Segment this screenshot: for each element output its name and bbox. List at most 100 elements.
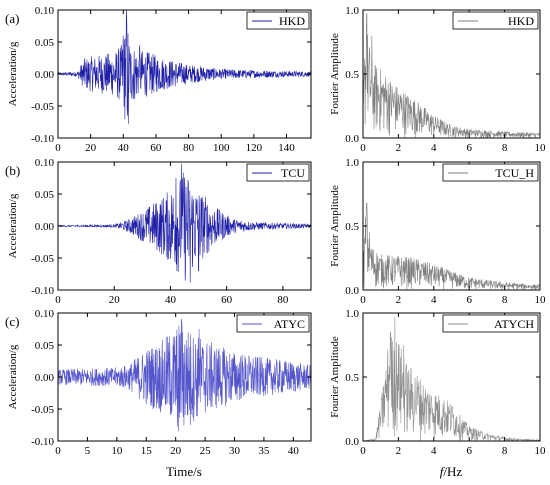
x-tick-label: 0 — [55, 142, 61, 154]
y-tick-label: 1.0 — [345, 308, 359, 320]
series-line-hkd — [362, 13, 541, 138]
legend: TCU_H — [442, 163, 539, 182]
y-tick-label: 1.0 — [345, 157, 359, 169]
x-tick-label: 140 — [278, 142, 295, 154]
y-tick-label: 0.05 — [35, 189, 55, 201]
x-tick-label: 5 — [85, 445, 91, 457]
plot-frame — [362, 9, 541, 139]
panel-1: 0 2 4 6 8 10 0.0 0.5 1.0 Fourier Amplitude HKD — [329, 5, 546, 154]
panel-label: (a) — [5, 11, 19, 26]
legend-entry: HKD — [508, 14, 534, 28]
x-tick-label: 4 — [431, 294, 437, 306]
y-axis-label: Acceleration/g — [7, 344, 19, 409]
panel-0: 0 20 40 60 80 100 120 140 -0.10 -0.05 0.00 0.05 0.10… — [5, 5, 312, 154]
y-tick-label: 0.0 — [345, 133, 359, 145]
y-axis-label: Acceleration/g — [7, 193, 19, 258]
legend: HKD — [246, 11, 310, 30]
x-tick-label: 20 — [109, 294, 121, 306]
legend-entry: TCU_H — [495, 166, 534, 180]
y-tick-label: -0.05 — [31, 404, 54, 416]
x-tick-label: 0 — [55, 445, 61, 457]
series-line-atych — [362, 316, 541, 443]
y-tick-label: 0.00 — [35, 69, 55, 81]
y-tick-label: 0.5 — [345, 69, 359, 81]
x-tick-label: 2 — [396, 445, 402, 457]
legend-entry: ATYCH — [494, 317, 534, 331]
x-tick-label: 0 — [360, 294, 366, 306]
x-tick-label: 6 — [466, 445, 472, 457]
y-tick-label: -0.10 — [31, 133, 54, 145]
y-tick-label: 0.00 — [35, 372, 55, 384]
x-tick-label: 80 — [183, 142, 195, 154]
legend: HKD — [452, 11, 539, 30]
legend-entry: ATYC — [274, 317, 305, 331]
y-tick-label: 0.05 — [35, 37, 55, 49]
x-axis-label-f: f — [440, 464, 446, 479]
panel-4: 0 5 10 15 20 25 30 35 40 -0.10 -0.05 0.00 0.05 0.10 Ac… — [5, 308, 312, 457]
x-tick-label: 0 — [360, 445, 366, 457]
y-tick-label: 1.0 — [345, 5, 359, 17]
panel-label: (c) — [5, 314, 19, 329]
legend-box — [442, 163, 539, 182]
legend: TCU — [246, 163, 310, 182]
x-tick-label: 60 — [150, 142, 162, 154]
x-tick-label: 30 — [229, 445, 241, 457]
y-tick-label: -0.05 — [31, 101, 54, 113]
x-axis-label-time: Time/s — [166, 464, 202, 479]
series-line-tcu_h — [362, 202, 541, 290]
y-axis-label: Fourier Amplitude — [329, 185, 341, 267]
x-tick-label: 8 — [502, 294, 508, 306]
x-tick-label: 10 — [111, 445, 123, 457]
x-tick-label: 10 — [535, 445, 547, 457]
x-tick-label: 120 — [246, 142, 263, 154]
panel-label: (b) — [5, 163, 20, 178]
x-tick-label: 0 — [55, 294, 61, 306]
y-tick-label: 0.5 — [345, 372, 359, 384]
y-tick-label: 0.10 — [35, 157, 55, 169]
x-tick-label: 4 — [431, 445, 437, 457]
x-tick-label: 2 — [396, 142, 402, 154]
y-tick-label: 0.0 — [345, 436, 359, 448]
x-tick-label: 2 — [396, 294, 402, 306]
y-tick-label: 0.10 — [35, 5, 55, 17]
legend-entry: HKD — [279, 14, 305, 28]
x-tick-label: 8 — [502, 445, 508, 457]
x-tick-label: 15 — [141, 445, 153, 457]
panel-2: 0 20 40 60 80 -0.10 -0.05 0.00 0.05 0.10 Accelerat… — [5, 157, 312, 306]
x-tick-label: 20 — [170, 445, 182, 457]
x-tick-label: 0 — [360, 142, 366, 154]
y-axis-label: Fourier Amplitude — [329, 33, 341, 115]
series-line-atyc — [57, 319, 312, 432]
x-tick-label: 35 — [258, 445, 270, 457]
y-tick-label: 0.0 — [345, 285, 359, 297]
x-tick-label: 10 — [535, 294, 547, 306]
legend: ATYC — [236, 314, 310, 333]
legend: ATYCH — [442, 314, 539, 333]
x-axis-label-unit: /Hz — [443, 464, 462, 479]
plot-frame — [362, 161, 541, 291]
x-tick-label: 100 — [213, 142, 230, 154]
panel-5: 0 2 4 6 8 10 0.0 0.5 1.0 Fourier Amplitude ATYCH — [329, 308, 546, 457]
x-tick-label: 40 — [288, 445, 300, 457]
legend-box — [236, 314, 310, 333]
x-tick-label: 10 — [535, 142, 547, 154]
y-tick-label: 0.5 — [345, 221, 359, 233]
y-tick-label: -0.05 — [31, 253, 54, 265]
y-axis-label: Acceleration/g — [7, 41, 19, 106]
x-tick-label: 6 — [466, 142, 472, 154]
y-axis-label: Fourier Amplitude — [329, 336, 341, 418]
x-tick-label: 4 — [431, 142, 437, 154]
legend-entry: TCU — [281, 166, 305, 180]
x-tick-label: 8 — [502, 142, 508, 154]
y-tick-label: 0.10 — [35, 308, 55, 320]
legend-box — [442, 314, 539, 333]
legend-box — [246, 163, 310, 182]
x-axis-label-frequency: f/Hz — [440, 464, 463, 479]
x-tick-label: 6 — [466, 294, 472, 306]
x-tick-label: 80 — [277, 294, 289, 306]
x-tick-label: 40 — [165, 294, 177, 306]
x-tick-label: 60 — [221, 294, 233, 306]
x-tick-label: 20 — [85, 142, 97, 154]
legend-box — [452, 11, 539, 30]
